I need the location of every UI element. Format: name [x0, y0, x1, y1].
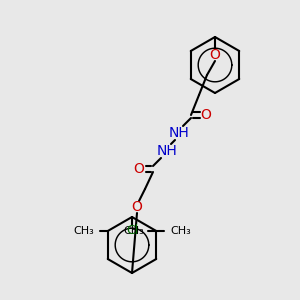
Text: Cl: Cl: [126, 224, 138, 238]
Text: CH₃: CH₃: [170, 226, 191, 236]
Text: O: O: [132, 200, 142, 214]
Text: NH: NH: [169, 126, 189, 140]
Text: O: O: [210, 48, 220, 62]
Text: NH: NH: [157, 144, 177, 158]
Text: CH₃: CH₃: [124, 226, 144, 236]
Text: CH₃: CH₃: [73, 226, 94, 236]
Text: O: O: [201, 108, 212, 122]
Text: O: O: [134, 162, 144, 176]
